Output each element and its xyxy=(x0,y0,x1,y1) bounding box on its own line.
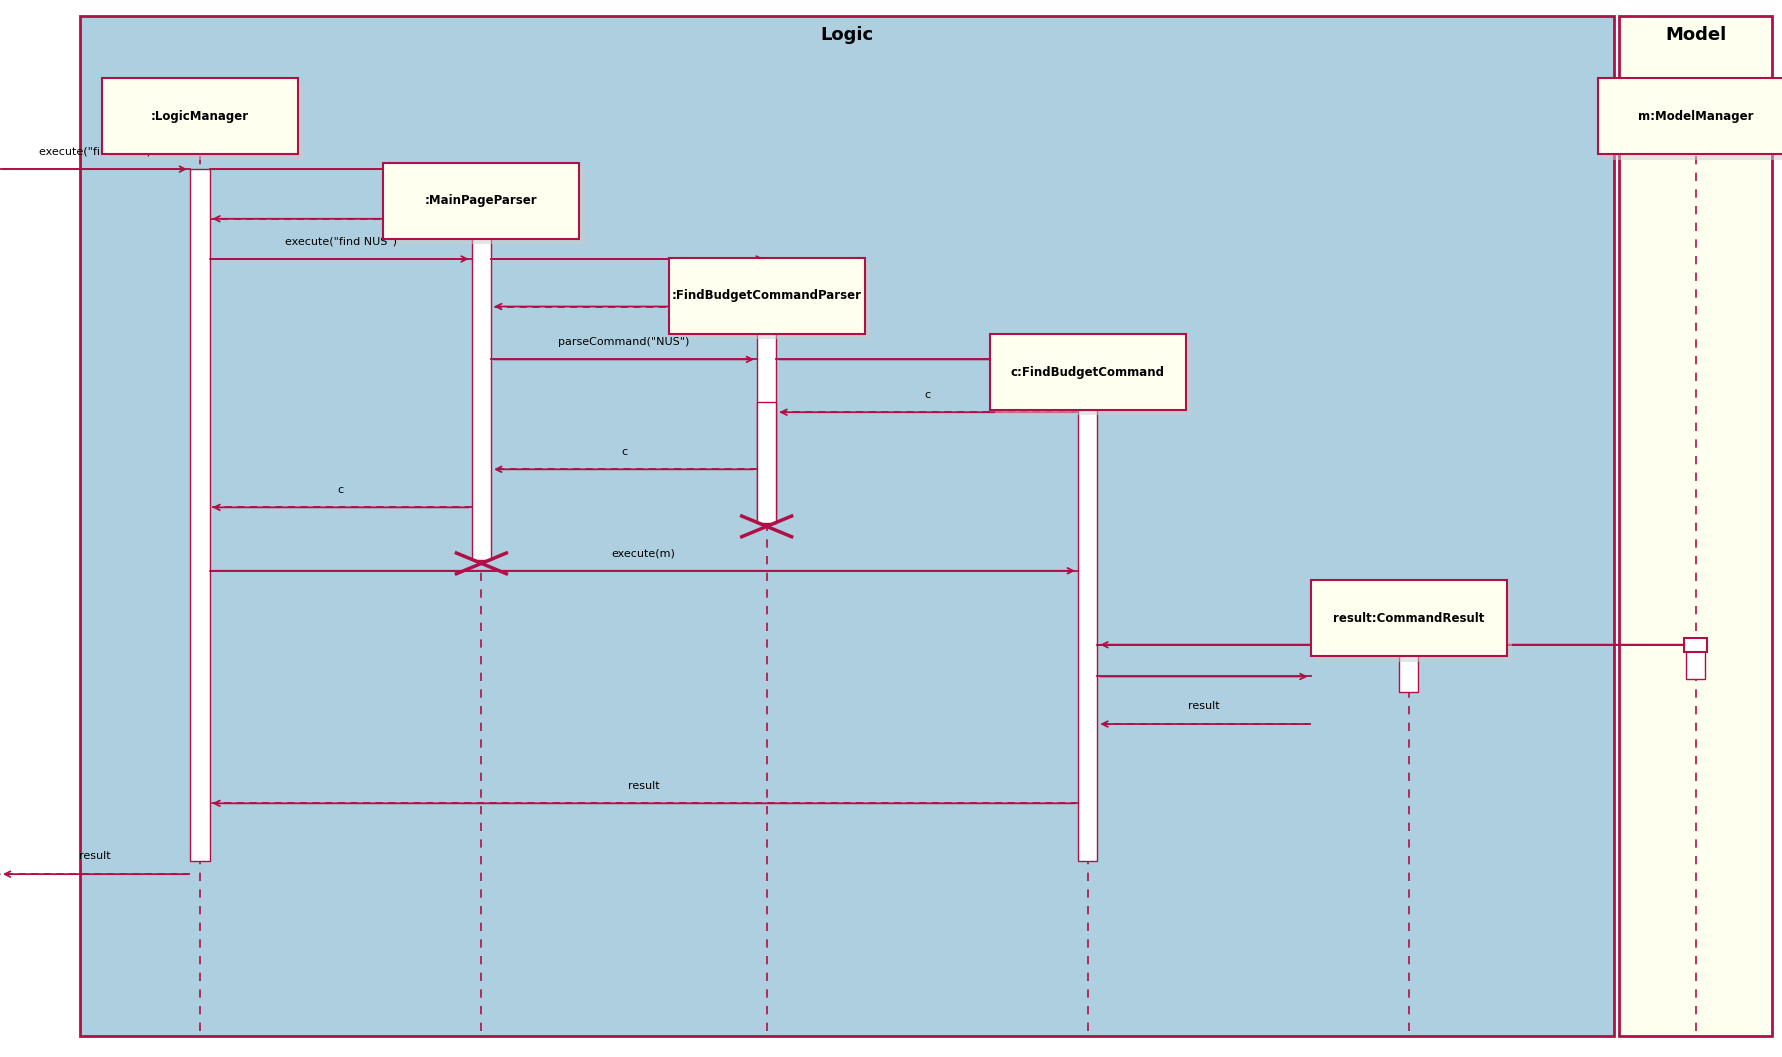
Bar xyxy=(1315,586,1511,662)
Bar xyxy=(1686,645,1704,679)
Text: c: c xyxy=(337,485,344,495)
Bar xyxy=(756,296,777,523)
Bar xyxy=(102,78,298,154)
Bar xyxy=(1399,618,1418,692)
Bar xyxy=(668,258,864,334)
Bar xyxy=(1602,84,1782,160)
Bar xyxy=(1076,402,1098,861)
Bar xyxy=(674,263,870,339)
Bar xyxy=(1682,637,1707,651)
Bar xyxy=(189,169,210,861)
Text: execute(m): execute(m) xyxy=(611,549,675,558)
Text: :MainPageParser: :MainPageParser xyxy=(424,194,538,207)
Text: result: result xyxy=(627,781,659,791)
Bar xyxy=(1597,78,1782,154)
Text: execute("find NUS"): execute("find NUS") xyxy=(39,147,151,156)
Text: result: result xyxy=(78,852,110,861)
Bar xyxy=(388,168,584,244)
Text: c: c xyxy=(620,447,627,457)
Text: parseCommand("NUS"): parseCommand("NUS") xyxy=(558,337,690,347)
Bar xyxy=(989,334,1185,410)
Text: :FindBudgetCommandParser: :FindBudgetCommandParser xyxy=(672,290,861,302)
Text: Model: Model xyxy=(1664,26,1725,44)
Text: m:ModelManager: m:ModelManager xyxy=(1638,110,1752,123)
Bar xyxy=(383,163,579,239)
Text: result:CommandResult: result:CommandResult xyxy=(1333,612,1483,625)
Text: c:FindBudgetCommand: c:FindBudgetCommand xyxy=(1010,366,1164,378)
Text: :LogicManager: :LogicManager xyxy=(150,110,249,123)
Bar xyxy=(80,16,1613,1036)
Bar xyxy=(756,402,777,523)
Text: c: c xyxy=(923,390,930,400)
Text: execute("find NUS"): execute("find NUS") xyxy=(285,237,396,246)
Bar xyxy=(107,84,303,160)
Text: findBudget("NUS"): findBudget("NUS") xyxy=(1344,623,1447,632)
Bar xyxy=(1618,16,1771,1036)
Bar xyxy=(1310,580,1506,656)
Bar xyxy=(994,339,1190,415)
Bar xyxy=(470,169,490,560)
Text: result: result xyxy=(1187,702,1219,711)
Text: Logic: Logic xyxy=(820,26,873,44)
